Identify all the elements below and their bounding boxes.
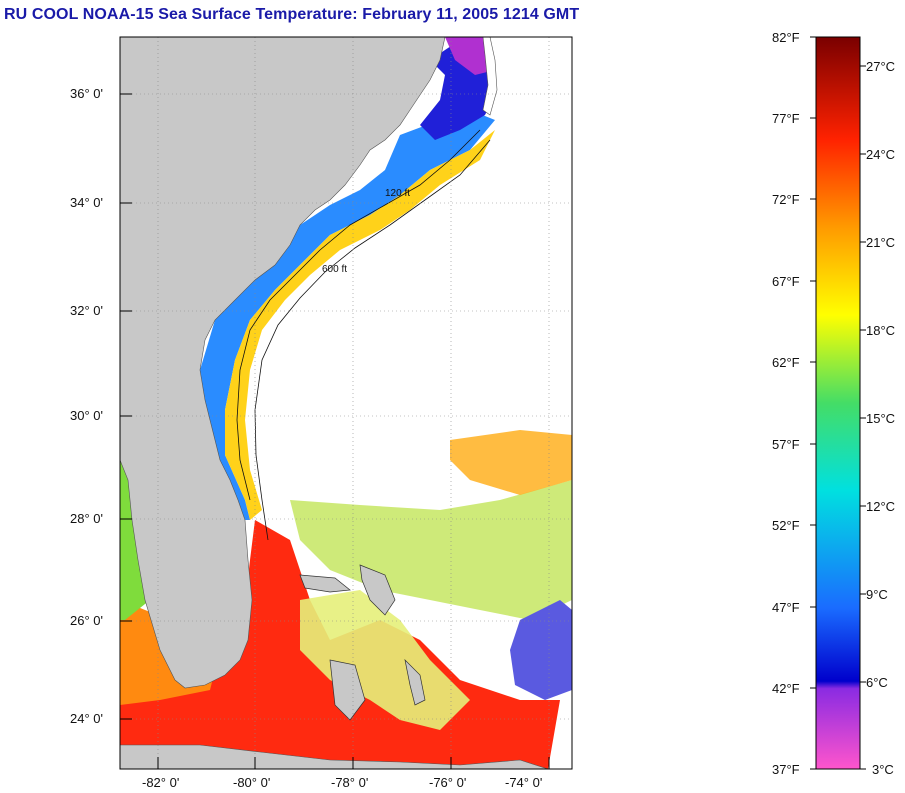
map-frame xyxy=(119,36,573,770)
c-label: 9°C xyxy=(866,587,888,602)
f-label: 77°F xyxy=(772,111,800,126)
map-gridlines xyxy=(120,37,572,769)
map-title: RU COOL NOAA-15 Sea Surface Temperature:… xyxy=(4,6,580,23)
sst-northern-cold xyxy=(445,37,495,75)
lon-label: -80° 0' xyxy=(233,775,270,790)
map-ticks xyxy=(120,93,550,769)
land-bahamas-abaco xyxy=(359,564,396,616)
c-label: 21°C xyxy=(866,235,895,250)
lat-label: 34° 0' xyxy=(70,195,103,210)
f-label: 52°F xyxy=(772,518,800,533)
colorbar-celsius-labels: 27°C 24°C 21°C 18°C 15°C 12°C 9°C 6°C 3°… xyxy=(866,59,895,777)
land-outer-banks xyxy=(482,37,498,116)
land-bahamas-eleuthera xyxy=(404,658,426,706)
f-label: 42°F xyxy=(772,681,800,696)
sst-offshore-cold-patch xyxy=(510,600,572,700)
sst-coastal-warm-band xyxy=(225,130,495,520)
isobath-120ft xyxy=(236,129,481,501)
colorbar-ticks xyxy=(810,36,866,770)
land-cuba xyxy=(120,744,549,769)
f-label: 37°F xyxy=(772,762,800,777)
f-label: 62°F xyxy=(772,355,800,370)
lat-label: 26° 0' xyxy=(70,613,103,628)
sst-bahamas-banks xyxy=(300,590,470,730)
isobath-label-600: 600 ft xyxy=(322,264,347,275)
lat-label: 24° 0' xyxy=(70,711,103,726)
c-label: 18°C xyxy=(866,323,895,338)
c-label: 15°C xyxy=(866,411,895,426)
c-label: 24°C xyxy=(866,147,895,162)
f-label: 67°F xyxy=(772,274,800,289)
lat-label: 32° 0' xyxy=(70,303,103,318)
sst-offshore-orange xyxy=(450,430,572,495)
isobath-600ft xyxy=(254,139,491,541)
sst-offshore-mixed xyxy=(290,480,572,620)
lon-label: -76° 0' xyxy=(429,775,466,790)
colorbar-fahrenheit-labels: 82°F 77°F 72°F 67°F 62°F 57°F 52°F 47°F … xyxy=(772,30,800,777)
lon-label: -82° 0' xyxy=(142,775,179,790)
lat-label: 30° 0' xyxy=(70,408,103,423)
c-label: 27°C xyxy=(866,59,895,74)
land-us-coast xyxy=(120,37,446,689)
temperature-colorbar xyxy=(815,36,861,770)
lon-label: -78° 0' xyxy=(331,775,368,790)
lat-label: 28° 0' xyxy=(70,511,103,526)
latitude-labels: 36° 0' 34° 0' 32° 0' 30° 0' 28° 0' 26° 0… xyxy=(70,86,103,726)
f-label: 72°F xyxy=(772,192,800,207)
longitude-labels: -82° 0' -80° 0' -78° 0' -76° 0' -74° 0' xyxy=(142,775,542,790)
lat-label: 36° 0' xyxy=(70,86,103,101)
f-label: 82°F xyxy=(772,30,800,45)
c-label: 6°C xyxy=(866,675,888,690)
c-label: 3°C xyxy=(872,762,894,777)
land-bahamas-grand xyxy=(299,574,351,593)
f-label: 47°F xyxy=(772,600,800,615)
land-bahamas-andros xyxy=(329,659,366,721)
isobath-label-120: 120 ft xyxy=(385,188,410,199)
lon-label: -74° 0' xyxy=(505,775,542,790)
c-label: 12°C xyxy=(866,499,895,514)
f-label: 57°F xyxy=(772,437,800,452)
